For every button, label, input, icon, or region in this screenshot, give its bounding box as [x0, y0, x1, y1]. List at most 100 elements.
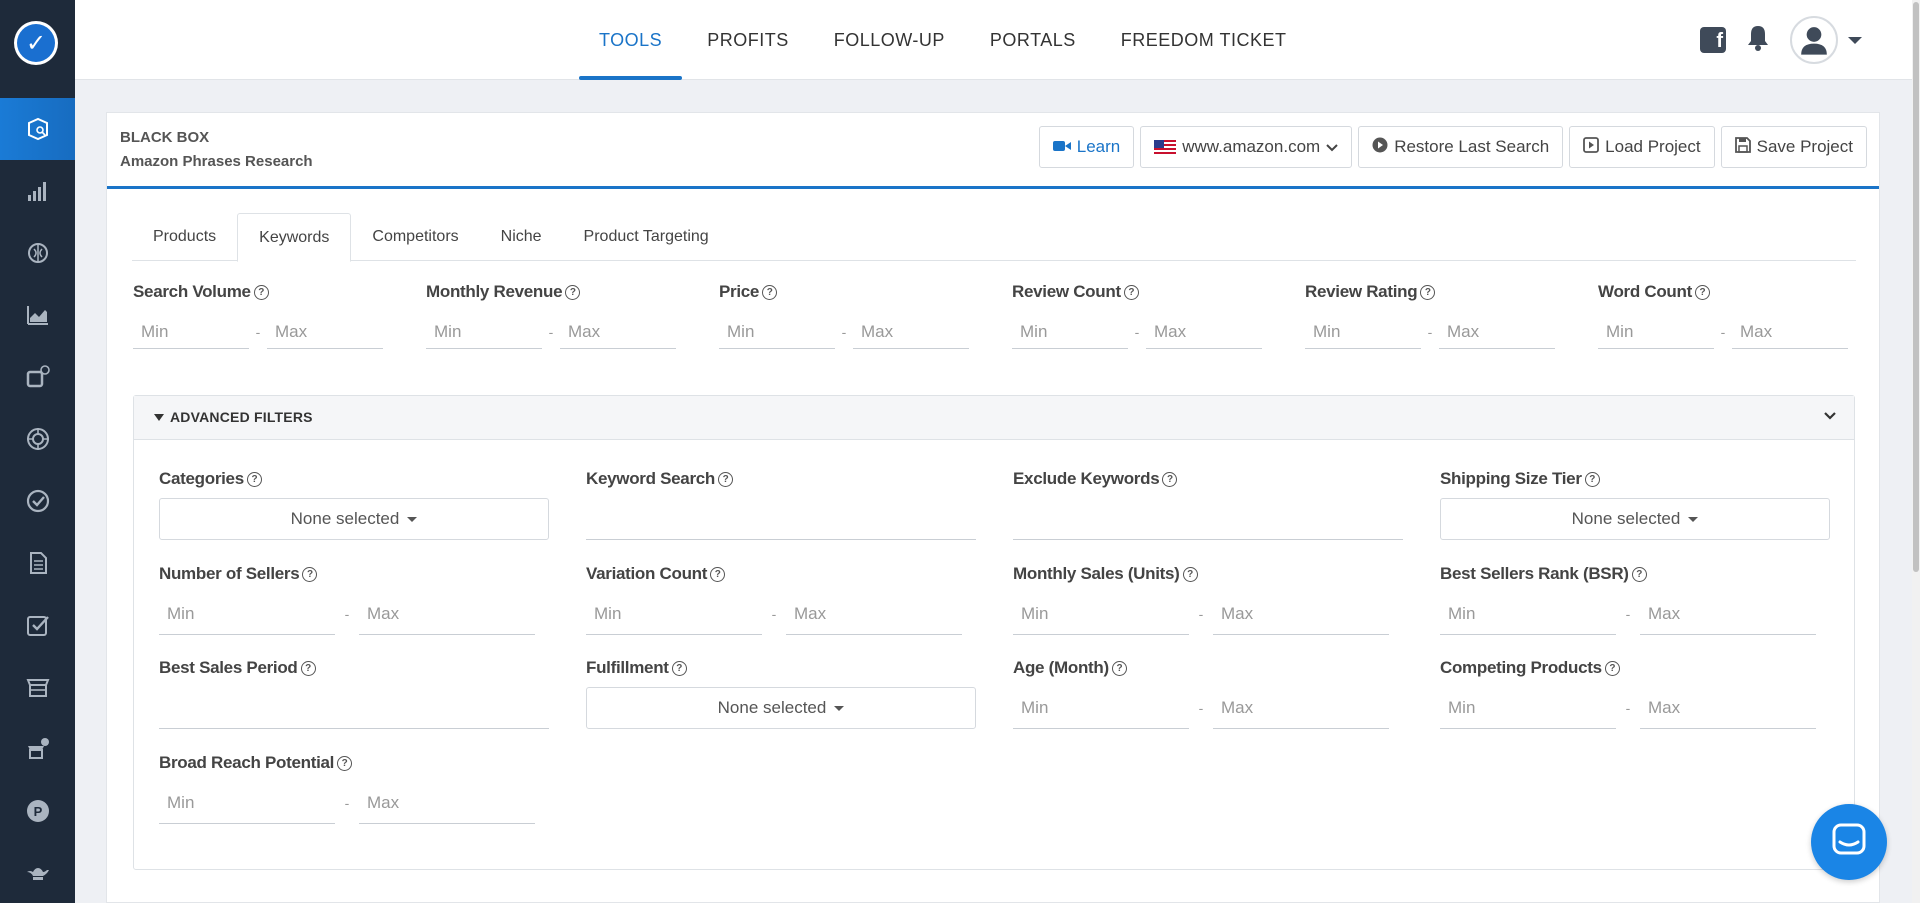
brain-icon: [25, 240, 51, 266]
page-scrollbar[interactable]: [1912, 0, 1920, 903]
tab-product-targeting[interactable]: Product Targeting: [583, 228, 709, 245]
sidebar-item-brain[interactable]: [0, 222, 75, 284]
help-icon[interactable]: ?: [1694, 284, 1710, 300]
sidebar-item-checklist[interactable]: [0, 594, 75, 656]
nav-profits[interactable]: PROFITS: [707, 29, 789, 50]
nav-freedom-ticket[interactable]: FREEDOM TICKET: [1120, 29, 1287, 50]
tab-keywords[interactable]: Keywords: [237, 213, 352, 262]
keyword-icon: [25, 364, 51, 390]
tab-niche[interactable]: Niche: [500, 228, 542, 245]
help-icon[interactable]: ?: [710, 566, 726, 582]
sidebar-item-target[interactable]: [0, 408, 75, 470]
shipping-size-tier-dropdown[interactable]: None selected: [1440, 498, 1830, 540]
avatar[interactable]: [1790, 16, 1838, 64]
filter-label: Best Sales Period: [159, 658, 298, 677]
min-input[interactable]: Min: [1305, 315, 1421, 349]
min-input[interactable]: Min: [1012, 315, 1128, 349]
help-icon[interactable]: ?: [302, 566, 318, 582]
max-input[interactable]: Max: [1732, 315, 1848, 349]
load-project-button[interactable]: Load Project: [1569, 126, 1715, 168]
max-input[interactable]: Max: [1640, 593, 1816, 635]
advanced-filters-header[interactable]: ADVANCED FILTERS: [134, 396, 1854, 440]
bell-icon[interactable]: [1744, 23, 1772, 58]
help-icon[interactable]: ?: [300, 660, 316, 676]
min-input[interactable]: Min: [1013, 593, 1189, 635]
sidebar-item-black-box[interactable]: [0, 98, 75, 160]
help-icon[interactable]: ?: [1584, 471, 1600, 487]
page-subtitle: Amazon Phrases Research: [120, 153, 313, 170]
min-input[interactable]: Min: [159, 593, 335, 635]
min-input[interactable]: Min: [1013, 687, 1189, 729]
nav-tools[interactable]: TOOLS: [579, 0, 683, 80]
scroll-thumb[interactable]: [1913, 2, 1919, 572]
store-alert-icon: [25, 736, 51, 762]
max-input[interactable]: Max: [853, 315, 969, 349]
filter-label: Shipping Size Tier: [1440, 469, 1582, 488]
marketplace-select[interactable]: www.amazon.com: [1140, 126, 1353, 168]
max-input[interactable]: Max: [1213, 687, 1389, 729]
max-input[interactable]: Max: [267, 315, 383, 349]
sidebar-item-trends[interactable]: [0, 284, 75, 346]
help-icon[interactable]: ?: [1631, 566, 1647, 582]
help-icon[interactable]: ?: [246, 471, 262, 487]
help-icon[interactable]: ?: [565, 284, 581, 300]
help-icon[interactable]: ?: [253, 284, 269, 300]
max-input[interactable]: Max: [1213, 593, 1389, 635]
sidebar-item-store[interactable]: [0, 656, 75, 718]
help-icon[interactable]: ?: [1123, 284, 1139, 300]
tab-products[interactable]: Products: [153, 228, 217, 245]
nav-follow-up[interactable]: FOLLOW-UP: [833, 29, 945, 50]
learn-button[interactable]: Learn: [1038, 126, 1135, 168]
keyword-search-input[interactable]: [586, 498, 976, 540]
help-icon[interactable]: ?: [762, 284, 778, 300]
max-input[interactable]: Max: [1439, 315, 1555, 349]
min-input[interactable]: Min: [586, 593, 762, 635]
sidebar-item-store-alert[interactable]: [0, 718, 75, 780]
help-icon[interactable]: ?: [1604, 660, 1620, 676]
help-icon[interactable]: ?: [1182, 566, 1198, 582]
max-input[interactable]: Max: [786, 593, 962, 635]
max-input[interactable]: Max: [1146, 315, 1262, 349]
help-icon[interactable]: ?: [718, 471, 734, 487]
min-input[interactable]: Min: [159, 782, 335, 824]
help-icon[interactable]: ?: [671, 660, 687, 676]
nav-portals[interactable]: PORTALS: [989, 29, 1076, 50]
restore-last-search-button[interactable]: Restore Last Search: [1358, 126, 1564, 168]
sidebar-item-p[interactable]: P: [0, 780, 75, 842]
facebook-icon[interactable]: f: [1700, 27, 1726, 53]
min-input[interactable]: Min: [426, 315, 542, 349]
max-input[interactable]: Max: [560, 315, 676, 349]
help-icon[interactable]: ?: [1420, 284, 1436, 300]
filter-price: Price? Min - Max: [719, 281, 974, 349]
min-input[interactable]: Min: [1440, 687, 1616, 729]
filter-label: Word Count: [1598, 282, 1692, 301]
checkmark-logo-icon[interactable]: ✓: [14, 21, 58, 65]
sidebar-item-analytics[interactable]: [0, 160, 75, 222]
help-icon[interactable]: ?: [337, 755, 353, 771]
tab-competitors[interactable]: Competitors: [372, 228, 459, 245]
exclude-keywords-input[interactable]: [1013, 498, 1403, 540]
chevron-down-icon[interactable]: [1824, 410, 1836, 422]
min-input[interactable]: Min: [1598, 315, 1714, 349]
min-input[interactable]: Min: [133, 315, 249, 349]
dropdown-value: None selected: [1571, 509, 1681, 528]
best-sales-period-input[interactable]: [159, 687, 549, 729]
max-input[interactable]: Max: [1640, 687, 1816, 729]
filter-monthly-revenue: Monthly Revenue? Min - Max: [426, 281, 681, 349]
sidebar-item-keywords[interactable]: [0, 346, 75, 408]
chat-launcher-button[interactable]: [1811, 804, 1887, 880]
max-input[interactable]: Max: [359, 782, 535, 824]
fulfillment-dropdown[interactable]: None selected: [586, 687, 976, 729]
help-icon[interactable]: ?: [1111, 660, 1127, 676]
save-project-button[interactable]: Save Project: [1720, 126, 1867, 168]
sidebar-item-documents[interactable]: [0, 532, 75, 594]
min-input[interactable]: Min: [719, 315, 835, 349]
categories-dropdown[interactable]: None selected: [159, 498, 549, 540]
chevron-down-icon[interactable]: [1848, 36, 1862, 44]
sidebar-item-genie[interactable]: [0, 842, 75, 903]
max-input[interactable]: Max: [359, 593, 535, 635]
help-icon[interactable]: ?: [1162, 471, 1178, 487]
min-input[interactable]: Min: [1440, 593, 1616, 635]
filter-label: Fulfillment: [586, 658, 669, 677]
sidebar-item-check[interactable]: [0, 470, 75, 532]
